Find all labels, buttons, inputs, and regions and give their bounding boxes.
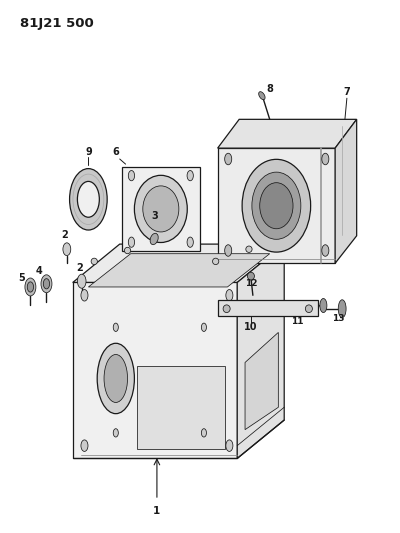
- Text: 6: 6: [112, 147, 119, 157]
- Text: 5: 5: [18, 272, 24, 282]
- Ellipse shape: [322, 154, 329, 165]
- Ellipse shape: [113, 429, 118, 437]
- Polygon shape: [218, 301, 318, 317]
- Polygon shape: [237, 244, 284, 458]
- Ellipse shape: [70, 168, 107, 230]
- Ellipse shape: [187, 237, 193, 247]
- Text: 8: 8: [266, 84, 273, 94]
- Text: 12: 12: [245, 279, 257, 288]
- Ellipse shape: [247, 272, 254, 280]
- Ellipse shape: [338, 300, 346, 318]
- Ellipse shape: [25, 278, 36, 296]
- Ellipse shape: [242, 159, 311, 252]
- Ellipse shape: [201, 323, 206, 332]
- Ellipse shape: [81, 440, 88, 451]
- Text: 11: 11: [291, 317, 303, 326]
- Ellipse shape: [225, 245, 232, 256]
- Text: 10: 10: [244, 322, 258, 333]
- Ellipse shape: [63, 243, 71, 256]
- Ellipse shape: [128, 171, 134, 181]
- Polygon shape: [73, 244, 284, 282]
- Text: 9: 9: [85, 147, 92, 157]
- Ellipse shape: [150, 233, 158, 245]
- Ellipse shape: [91, 258, 97, 264]
- Ellipse shape: [104, 354, 128, 402]
- Text: 1: 1: [153, 506, 160, 516]
- Ellipse shape: [81, 289, 88, 301]
- Ellipse shape: [226, 289, 233, 301]
- Ellipse shape: [113, 323, 118, 332]
- Ellipse shape: [78, 181, 99, 217]
- Polygon shape: [73, 282, 237, 458]
- Ellipse shape: [225, 154, 232, 165]
- Text: 2: 2: [62, 230, 68, 240]
- Ellipse shape: [246, 246, 252, 253]
- Ellipse shape: [78, 274, 86, 288]
- Polygon shape: [218, 148, 335, 263]
- Text: 3: 3: [152, 211, 158, 221]
- Ellipse shape: [43, 279, 50, 289]
- Text: 81J21 500: 81J21 500: [20, 17, 94, 30]
- Ellipse shape: [320, 298, 327, 312]
- Ellipse shape: [260, 183, 293, 229]
- Ellipse shape: [305, 305, 312, 312]
- Ellipse shape: [124, 247, 131, 254]
- Polygon shape: [122, 167, 200, 251]
- Text: 13: 13: [332, 314, 345, 323]
- Ellipse shape: [252, 172, 301, 239]
- Ellipse shape: [97, 343, 134, 414]
- Ellipse shape: [27, 282, 34, 292]
- Polygon shape: [245, 333, 278, 430]
- Ellipse shape: [187, 171, 193, 181]
- Ellipse shape: [259, 92, 265, 100]
- Polygon shape: [218, 119, 357, 148]
- Text: 7: 7: [344, 87, 350, 97]
- Text: 2: 2: [76, 263, 83, 273]
- Ellipse shape: [143, 186, 179, 232]
- Ellipse shape: [212, 258, 219, 264]
- Ellipse shape: [128, 237, 134, 247]
- Ellipse shape: [223, 305, 230, 312]
- Text: 4: 4: [36, 266, 42, 276]
- Polygon shape: [137, 366, 226, 449]
- Ellipse shape: [41, 275, 52, 293]
- Ellipse shape: [226, 440, 233, 451]
- Ellipse shape: [322, 245, 329, 256]
- Ellipse shape: [201, 429, 206, 437]
- Polygon shape: [88, 254, 270, 287]
- Polygon shape: [335, 119, 357, 263]
- Ellipse shape: [134, 175, 187, 243]
